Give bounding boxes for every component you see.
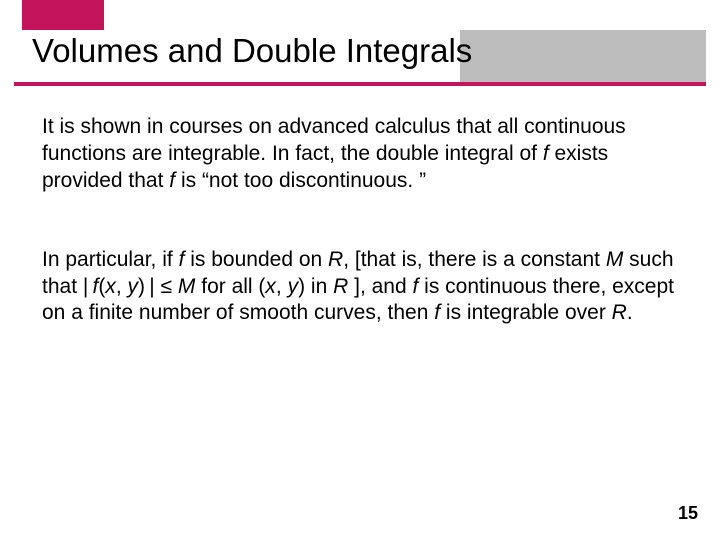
text: It is shown in courses on advanced calcu…: [42, 115, 626, 165]
paragraph-2: In particular, if f is bounded on R, [th…: [42, 247, 678, 328]
text: for all (: [195, 275, 265, 298]
var-y: y: [288, 275, 299, 298]
slide-body: It is shown in courses on advanced calcu…: [42, 114, 678, 379]
page-number: 15: [678, 503, 698, 524]
paragraph-1: It is shown in courses on advanced calcu…: [42, 114, 678, 195]
text: ,: [276, 275, 288, 298]
var-M: M: [178, 275, 196, 298]
var-R: R: [328, 248, 343, 271]
text: is integrable over: [440, 301, 612, 324]
text: is bounded on: [184, 248, 328, 271]
slide-title: Volumes and Double Integrals: [32, 32, 472, 70]
text: .: [627, 301, 633, 324]
accent-block: [22, 0, 104, 30]
text: ], and: [348, 275, 412, 298]
var-M: M: [606, 248, 624, 271]
text: , [that is, there is a constant: [343, 248, 606, 271]
title-bar: Volumes and Double Integrals: [14, 30, 706, 86]
var-R: R: [333, 275, 348, 298]
var-y: y: [128, 275, 139, 298]
text: In particular, if: [42, 248, 179, 271]
var-x: x: [105, 275, 116, 298]
var-R: R: [612, 301, 627, 324]
var-x: x: [265, 275, 276, 298]
text: ) in: [298, 275, 333, 298]
text: ,: [116, 275, 128, 298]
text: ) | ≤: [138, 275, 178, 298]
text: is “not too discontinuous. ”: [175, 169, 426, 192]
